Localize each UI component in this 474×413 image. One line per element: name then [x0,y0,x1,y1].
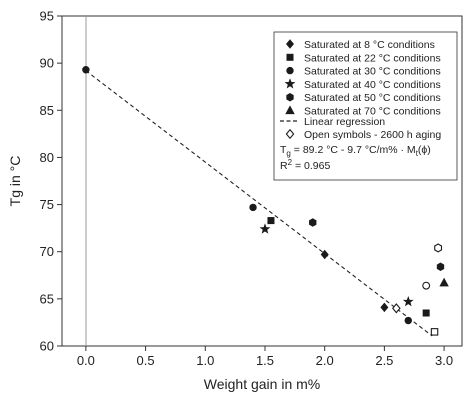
data-point-square [422,309,430,317]
r-superscript: 2 [288,158,293,167]
legend-box [273,31,458,181]
x-tick-label: 2.5 [375,353,393,368]
legend-regression-label: Linear regression [304,116,385,128]
y-tick-label: 85 [40,103,54,118]
data-point-hexagon [309,218,317,227]
data-point-circle [82,66,90,74]
regression-layer [85,70,433,337]
legend-r-squared: R2 = 0.965 [280,158,330,172]
equation-main: = 89.2 °C - 9.7 °C/m% · M [291,144,416,156]
data-point-hexagon [436,262,445,272]
data-point-circle [404,316,412,325]
data-point-diamond [320,249,329,260]
axis-ticks: 0.0 0.5 1.0 1.5 2.0 2.5 3.0 60 65 70 75 80 85 90 95 [40,9,454,369]
y-tick-label: 70 [40,244,54,259]
legend-label: Saturated at 40 °C conditions [304,79,441,91]
legend-label: Saturated at 8 °C conditions [304,39,435,51]
data-point-circle [249,203,257,212]
aging-point-circle [422,281,431,290]
legend-open-diamond-icon [285,128,295,140]
y-tick-label: 65 [40,291,54,306]
legend-label: Saturated at 70 °C conditions [304,106,441,118]
aging-point-hexagon [434,243,443,253]
legend-equation: Tg = 89.2 °C - 9.7 °C/m% · Mt(ϕ) [280,144,431,158]
legend-label: Saturated at 30 °C conditions [304,66,441,78]
regression-line [85,70,433,337]
data-point-star [259,223,271,234]
aging-point-diamond [392,303,401,314]
y-tick-label: 80 [40,150,54,165]
x-tick-label: 0.0 [77,353,95,368]
x-tick-label: 1.5 [256,353,274,368]
legend-marker-circle [286,66,294,75]
y-tick-label: 95 [40,9,54,24]
legend-marker-hexagon [286,92,294,102]
legend-aging-note: Open symbols - 2600 h aging [304,129,441,141]
x-tick-label: 1.0 [196,353,214,368]
data-point-square [267,217,275,225]
r-symbol: R [280,160,288,172]
legend-label: Saturated at 22 °C conditions [304,52,441,64]
data-point-star [402,296,414,307]
r-value: = 0.965 [292,160,330,172]
y-tick-label: 75 [40,197,54,212]
legend-open-symbol-swatch [285,128,295,140]
legend-marker-square [286,53,294,61]
equation-phi: (ϕ) [418,144,431,156]
y-axis-title: Tg in °C [7,156,23,207]
y-tick-label: 90 [40,56,54,71]
y-tick-label: 60 [40,339,54,354]
x-tick-label: 0.5 [137,353,155,368]
aging-point-square [430,328,439,336]
x-tick-label: 3.0 [435,353,453,368]
legend-marker-diamond [286,39,294,49]
legend-marker-star [284,78,296,89]
data-points [82,66,449,336]
legend-label: Saturated at 50 °C conditions [304,92,441,104]
x-axis-title: Weight gain in m% [204,376,320,392]
legend-marker-triangle [285,105,295,115]
equation-t: T [280,144,287,156]
equation-t-subscript: t [416,149,419,158]
equation-g-subscript: g [286,149,290,158]
data-point-diamond [380,302,389,313]
data-point-triangle [439,277,449,287]
x-tick-label: 2.0 [316,353,334,368]
